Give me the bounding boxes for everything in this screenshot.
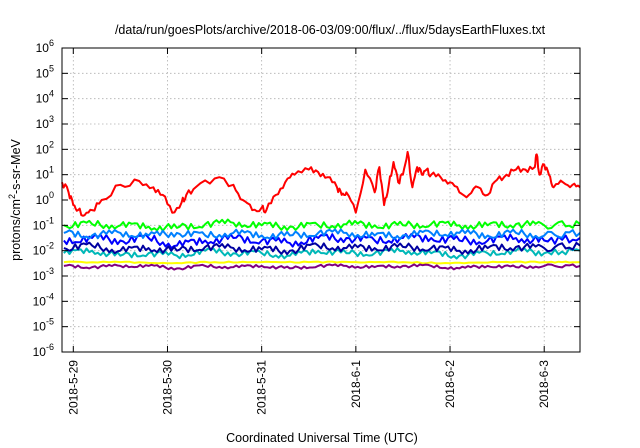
y-axis-ticks: 10-610-510-410-310-210-11001011021031041… <box>33 38 580 359</box>
y-tick-base: 10 <box>33 320 47 334</box>
y-tick-exponent: -2 <box>46 241 54 251</box>
y-axis-label-units: -s-sr-MeV <box>9 138 23 194</box>
x-tick-label: 2018-6-1 <box>349 360 363 408</box>
x-tick-label: 2018-5-31 <box>255 360 269 415</box>
y-tick-base: 10 <box>33 294 47 308</box>
y-tick-exponent: 1 <box>49 165 54 175</box>
x-tick-label: 2018-6-3 <box>537 360 551 408</box>
series-line <box>63 228 581 240</box>
y-tick-base: 10 <box>33 269 47 283</box>
y-tick-base: 10 <box>33 218 47 232</box>
y-tick-label: 106 <box>36 38 54 55</box>
grid-lines <box>62 48 580 352</box>
series-line <box>63 247 581 260</box>
y-tick-exponent: 5 <box>49 63 54 73</box>
y-tick-label: 10-5 <box>33 317 54 334</box>
y-tick-base: 10 <box>36 92 50 106</box>
x-axis-label: Coordinated Universal Time (UTC) <box>226 431 418 445</box>
y-tick-exponent: 2 <box>49 139 54 149</box>
chart-title: /data/run/goesPlots/archive/2018-06-03/0… <box>115 23 546 37</box>
y-tick-base: 10 <box>36 117 50 131</box>
y-tick-base: 10 <box>36 66 50 80</box>
y-tick-label: 102 <box>36 139 54 156</box>
y-tick-base: 10 <box>36 168 50 182</box>
y-tick-exponent: -3 <box>46 266 54 276</box>
y-tick-label: 10-1 <box>33 215 54 232</box>
y-tick-exponent: 3 <box>49 114 54 124</box>
y-tick-exponent: 0 <box>49 190 54 200</box>
x-axis-ticks: 2018-5-29 2018-5-30 2018-5-31 2018-6-1 2018-… <box>66 48 551 415</box>
y-tick-label: 10-6 <box>33 342 54 359</box>
y-tick-label: 104 <box>36 89 54 106</box>
y-axis-label-main: protons/cm <box>9 199 23 261</box>
series-line <box>63 263 581 271</box>
y-tick-exponent: 4 <box>49 89 54 99</box>
y-tick-exponent: -1 <box>46 215 54 225</box>
y-tick-label: 10-4 <box>33 291 54 308</box>
y-tick-base: 10 <box>36 193 50 207</box>
y-tick-label: 103 <box>36 114 54 131</box>
y-tick-label: 105 <box>36 63 54 80</box>
y-tick-base: 10 <box>36 41 50 55</box>
x-tick-label: 2018-5-29 <box>66 360 80 415</box>
y-tick-label: 10-2 <box>33 241 54 258</box>
series-line <box>63 233 581 250</box>
y-tick-label: 100 <box>36 190 54 207</box>
y-tick-exponent: -6 <box>46 342 54 352</box>
series-line <box>63 241 581 256</box>
y-tick-exponent: 6 <box>49 38 54 48</box>
y-tick-label: 101 <box>36 165 54 182</box>
x-tick-label: 2018-5-30 <box>160 360 174 415</box>
y-tick-base: 10 <box>33 345 47 359</box>
y-tick-base: 10 <box>36 142 50 156</box>
y-tick-exponent: -5 <box>46 317 54 327</box>
y-tick-label: 10-3 <box>33 266 54 283</box>
x-tick-label: 2018-6-2 <box>443 360 457 408</box>
series-line <box>63 260 581 265</box>
series-line <box>61 150 581 217</box>
y-tick-base: 10 <box>33 244 47 258</box>
y-axis-label-superscript: 2 <box>7 194 17 199</box>
data-series <box>61 150 581 271</box>
series-line <box>63 218 581 232</box>
y-axis-label: protons/cm2-s-sr-MeV <box>7 138 23 260</box>
y-tick-exponent: -4 <box>46 291 54 301</box>
